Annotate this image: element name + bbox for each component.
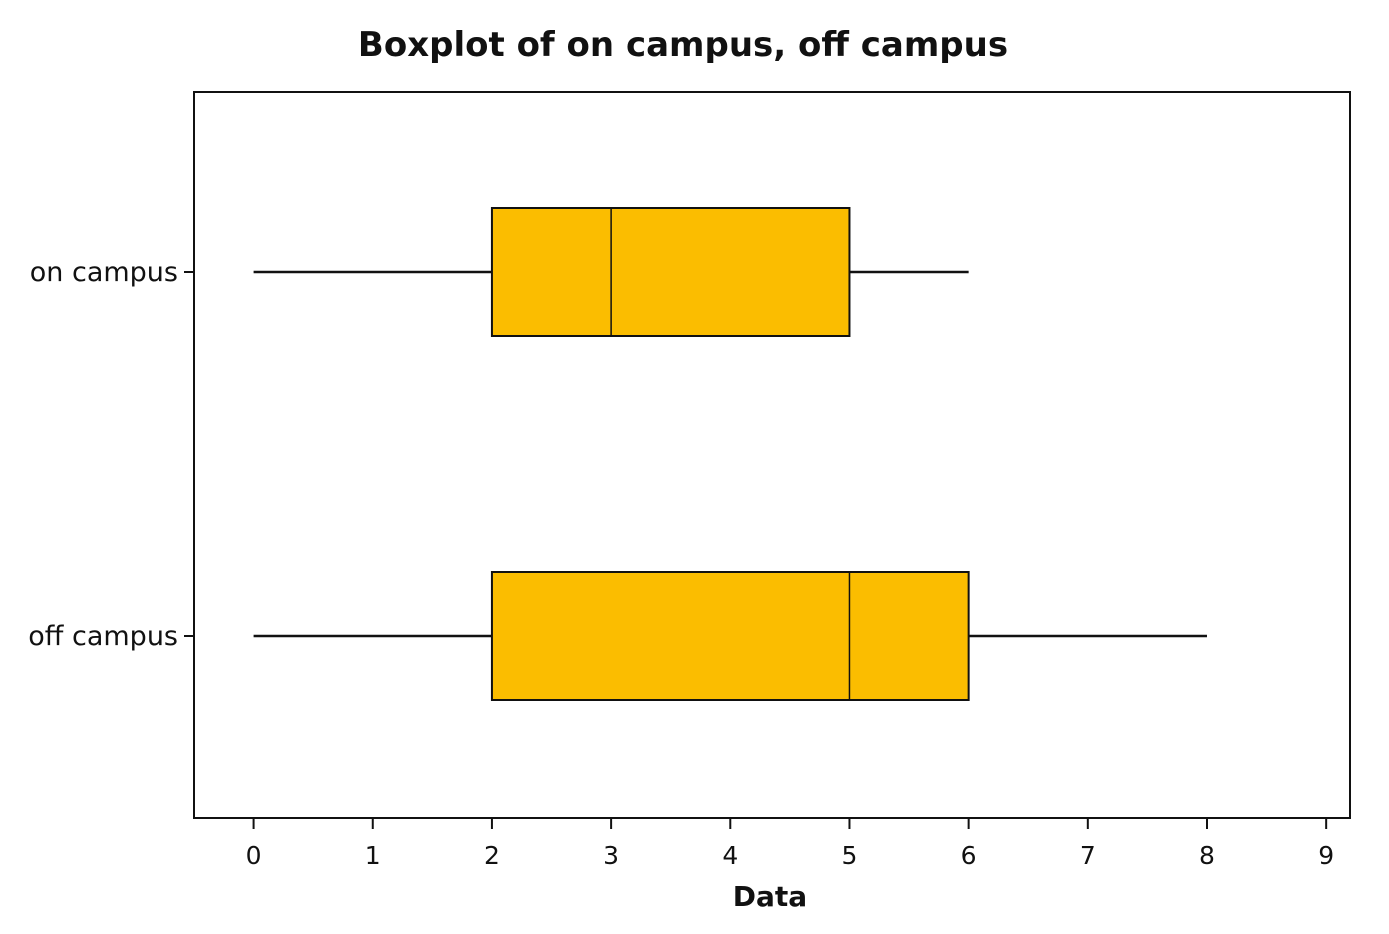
y-category-label: on campus bbox=[30, 257, 178, 288]
chart-title: Boxplot of on campus, off campus bbox=[358, 25, 1008, 65]
x-tick-label: 3 bbox=[603, 841, 619, 870]
boxes bbox=[253, 207, 1207, 701]
box-group bbox=[253, 571, 1207, 701]
plot-frame bbox=[193, 91, 1351, 819]
x-tick-label: 6 bbox=[961, 841, 977, 870]
x-axis-label: Data bbox=[733, 880, 807, 913]
iqr-box bbox=[490, 571, 970, 701]
x-tick-label: 9 bbox=[1318, 841, 1334, 870]
x-tick-label: 8 bbox=[1199, 841, 1215, 870]
box-group bbox=[253, 207, 969, 337]
x-axis: 0 1 2 3 4 5 6 7 8 9 bbox=[246, 818, 1334, 870]
x-tick-label: 1 bbox=[365, 841, 381, 870]
x-tick-label: 2 bbox=[484, 841, 500, 870]
y-axis: on campus off campus bbox=[28, 257, 194, 652]
iqr-box bbox=[490, 207, 851, 337]
x-tick-label: 7 bbox=[1080, 841, 1096, 870]
y-category-label: off campus bbox=[28, 621, 178, 652]
x-tick-label: 5 bbox=[842, 841, 858, 870]
x-tick-label: 4 bbox=[722, 841, 738, 870]
x-tick-label: 0 bbox=[246, 841, 262, 870]
